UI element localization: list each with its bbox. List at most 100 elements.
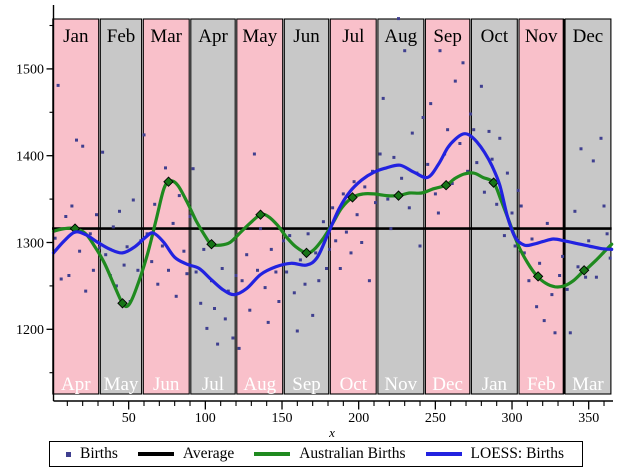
loess-line-icon — [425, 452, 462, 456]
scatter-point — [328, 247, 331, 251]
scatter-point — [591, 159, 595, 163]
scatter-point — [513, 244, 517, 248]
scatter-point — [295, 329, 299, 333]
scatter-point — [344, 230, 348, 234]
scatter-point — [341, 192, 345, 196]
x-tick-label: 300 — [502, 411, 523, 426]
scatter-point — [381, 96, 385, 100]
scatter-point — [558, 274, 562, 277]
scatter-point — [153, 202, 157, 206]
scatter-point — [535, 305, 539, 309]
x-tick-label: 100 — [195, 411, 216, 426]
scatter-point — [84, 289, 88, 293]
scatter-point — [88, 232, 92, 236]
scatter-point — [256, 268, 259, 272]
month-label-top: Feb — [107, 26, 136, 47]
monthly-diamond-marker — [163, 176, 174, 187]
scatter-point — [234, 274, 238, 277]
scatter-point — [91, 268, 95, 272]
scatter-point — [185, 272, 189, 276]
scatter-point — [216, 342, 220, 346]
scatter-point — [75, 138, 78, 142]
scatter-point — [237, 346, 241, 350]
month-label-top: Nov — [525, 26, 558, 47]
monthly-diamond-marker — [440, 179, 452, 191]
scatter-point — [498, 136, 502, 140]
scatter-point — [274, 270, 278, 274]
scatter-point — [490, 157, 494, 161]
scatter-point — [164, 166, 167, 170]
scatter-point — [263, 286, 267, 290]
y-tick-label: 1400 — [16, 150, 44, 165]
month-label-top: Jan — [63, 26, 89, 47]
scatter-point — [303, 282, 307, 286]
legend-label-births: Births — [80, 445, 118, 462]
scatter-point — [177, 194, 181, 198]
scatter-point — [266, 320, 270, 324]
scatter-point — [160, 244, 164, 248]
scatter-point — [530, 237, 534, 241]
scatter-point — [487, 129, 491, 133]
scatter-point — [150, 260, 154, 264]
scatter-point — [191, 167, 195, 171]
month-band-mar — [142, 18, 190, 395]
month-label-top: May — [242, 26, 277, 47]
month-band-may — [236, 18, 284, 395]
scatter-point — [231, 336, 235, 340]
scatter-point — [389, 227, 393, 231]
y-tick-label: 1300 — [16, 236, 44, 251]
scatter-point — [269, 247, 273, 251]
monthly-diamond-marker — [301, 247, 312, 259]
scatter-point — [400, 176, 404, 180]
scatter-point — [118, 209, 121, 213]
australian-births-line — [51, 171, 614, 309]
scatter-point — [510, 211, 514, 215]
scatter-point — [469, 112, 473, 116]
scatter-point — [579, 147, 583, 151]
monthly-diamond-marker — [117, 298, 128, 309]
scatter-point — [325, 267, 328, 270]
month-label-top: Oct — [481, 26, 509, 47]
scatter-point — [104, 253, 108, 257]
month-label-bottom: Nov — [384, 374, 417, 395]
scatter-point — [248, 308, 252, 312]
month-band-feb — [99, 18, 143, 395]
month-band-oct — [470, 18, 518, 395]
scatter-point — [188, 215, 192, 218]
scatter-point — [495, 202, 499, 206]
scatter-point — [392, 155, 396, 159]
month-label-top: Jul — [342, 26, 364, 47]
scatter-point — [306, 232, 310, 236]
scatter-point — [461, 61, 465, 65]
scatter-point — [67, 274, 71, 277]
scatter-point — [298, 258, 302, 262]
month-label-bottom: Jun — [153, 374, 180, 395]
scatter-point — [403, 49, 407, 53]
month-label-bottom: Feb — [527, 374, 556, 395]
scatter-point — [167, 268, 170, 272]
scatter-point — [98, 246, 101, 250]
scatter-point — [568, 331, 572, 335]
monthly-diamond-marker — [206, 238, 217, 250]
legend-label-average: Average — [182, 445, 235, 462]
scatter-point — [450, 182, 454, 185]
scatter-point — [502, 234, 506, 238]
scatter-point — [182, 249, 186, 253]
scatter-point — [70, 204, 74, 208]
monthly-diamond-marker — [255, 209, 266, 220]
legend-label-loess-births: LOESS: Births — [470, 445, 564, 462]
scatter-point — [605, 232, 609, 236]
scatter-point — [446, 128, 450, 132]
scatter-point — [418, 244, 422, 248]
births-point-icon — [66, 451, 71, 457]
legend-item-loess-births: LOESS: Births — [425, 445, 564, 463]
scatter-point — [205, 326, 209, 330]
scatter-point — [587, 239, 591, 243]
scatter-point — [438, 49, 442, 53]
x-tick-label: 350 — [578, 411, 599, 426]
month-band-apr — [190, 18, 236, 395]
scatter-point — [311, 313, 315, 317]
month-band-sep — [424, 18, 471, 395]
scatter-point — [360, 241, 364, 244]
